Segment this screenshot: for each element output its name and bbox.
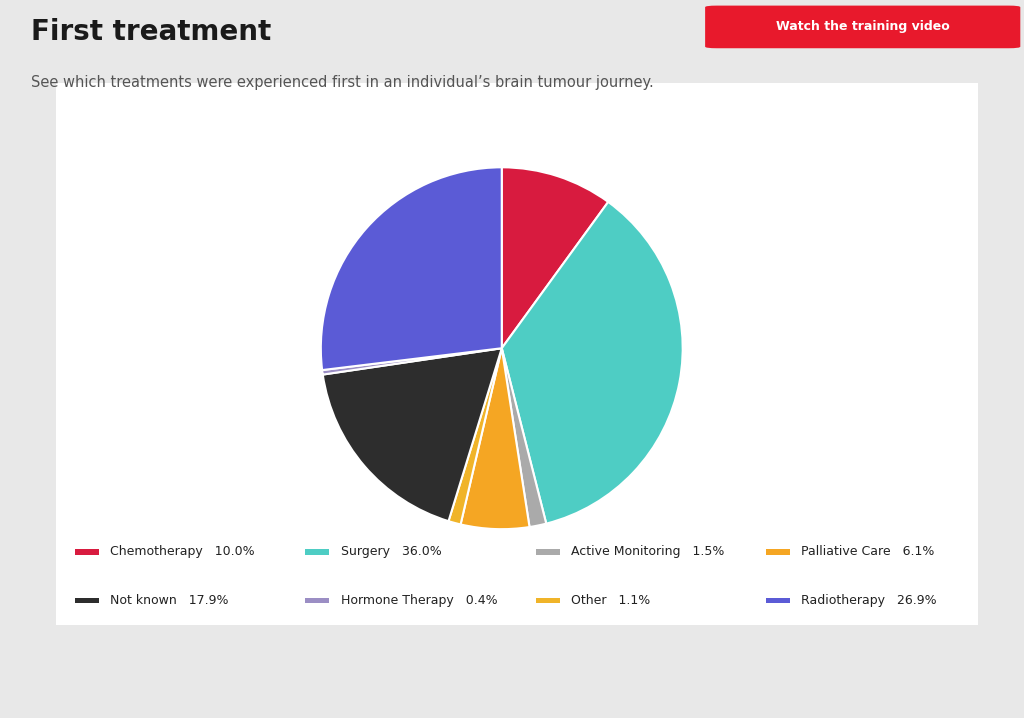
FancyBboxPatch shape: [706, 6, 1020, 48]
FancyBboxPatch shape: [766, 598, 791, 603]
Text: Radiotherapy   26.9%: Radiotherapy 26.9%: [802, 594, 937, 607]
FancyBboxPatch shape: [75, 549, 99, 554]
Text: Surgery   36.0%: Surgery 36.0%: [341, 546, 441, 559]
FancyBboxPatch shape: [305, 549, 330, 554]
Text: Palliative Care   6.1%: Palliative Care 6.1%: [802, 546, 935, 559]
FancyBboxPatch shape: [766, 549, 791, 554]
Wedge shape: [461, 348, 529, 529]
Text: See which treatments were experienced first in an individual’s brain tumour jour: See which treatments were experienced fi…: [31, 75, 653, 90]
Text: Watch the training video: Watch the training video: [776, 20, 949, 34]
Wedge shape: [323, 348, 502, 375]
Text: Other   1.1%: Other 1.1%: [571, 594, 650, 607]
Text: Active Monitoring   1.5%: Active Monitoring 1.5%: [571, 546, 724, 559]
Text: Chemotherapy   10.0%: Chemotherapy 10.0%: [111, 546, 255, 559]
FancyBboxPatch shape: [305, 598, 330, 603]
Text: First treatment: First treatment: [31, 18, 271, 46]
Wedge shape: [321, 167, 502, 370]
Wedge shape: [323, 348, 502, 521]
Wedge shape: [502, 167, 608, 348]
Wedge shape: [502, 348, 546, 527]
Wedge shape: [449, 348, 502, 524]
Text: Hormone Therapy   0.4%: Hormone Therapy 0.4%: [341, 594, 498, 607]
Wedge shape: [502, 202, 683, 523]
FancyBboxPatch shape: [536, 598, 560, 603]
FancyBboxPatch shape: [536, 549, 560, 554]
FancyBboxPatch shape: [75, 598, 99, 603]
Text: Not known   17.9%: Not known 17.9%: [111, 594, 228, 607]
